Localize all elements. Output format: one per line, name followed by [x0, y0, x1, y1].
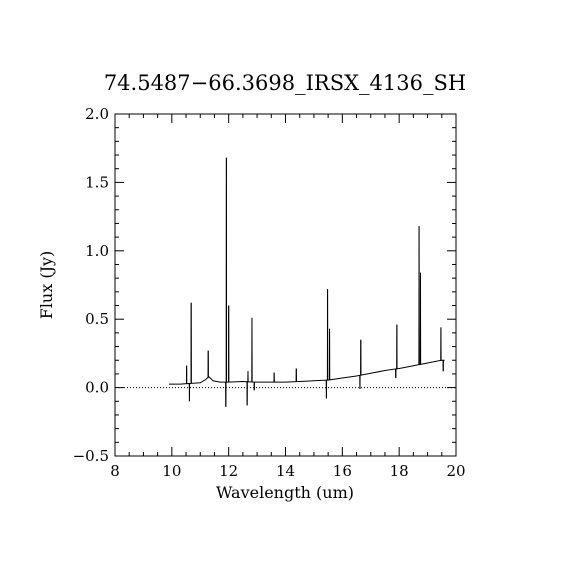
plot-frame	[114, 113, 457, 457]
x-tick-label: 12	[219, 462, 238, 480]
y-axis: −0.5 0.0 0.5 1.0 1.5 2.0	[73, 105, 456, 465]
x-tick-label: 20	[446, 462, 465, 480]
spectrum-series-line	[168, 157, 445, 407]
x-tick-label: 14	[276, 462, 295, 480]
x-tick-label: 10	[162, 462, 181, 480]
y-tick-label: 0.5	[85, 310, 109, 328]
x-tick-label: 16	[333, 462, 352, 480]
y-axis-label: Flux (Jy)	[37, 251, 56, 320]
y-tick-label: 2.0	[85, 105, 109, 123]
x-axis: 8 10 12 14 16 18 20	[110, 114, 466, 480]
x-tick-label: 8	[110, 462, 120, 480]
y-tick-label: −0.5	[73, 447, 109, 465]
x-tick-label: 18	[390, 462, 409, 480]
y-tick-label: 0.0	[85, 379, 109, 397]
y-tick-label: 1.0	[85, 242, 109, 260]
y-tick-label: 1.5	[85, 173, 109, 191]
x-axis-label: Wavelength (um)	[216, 483, 354, 502]
spectral-features	[186, 157, 444, 407]
chart-title: 74.5487−66.3698_IRSX_4136_SH	[104, 71, 466, 95]
